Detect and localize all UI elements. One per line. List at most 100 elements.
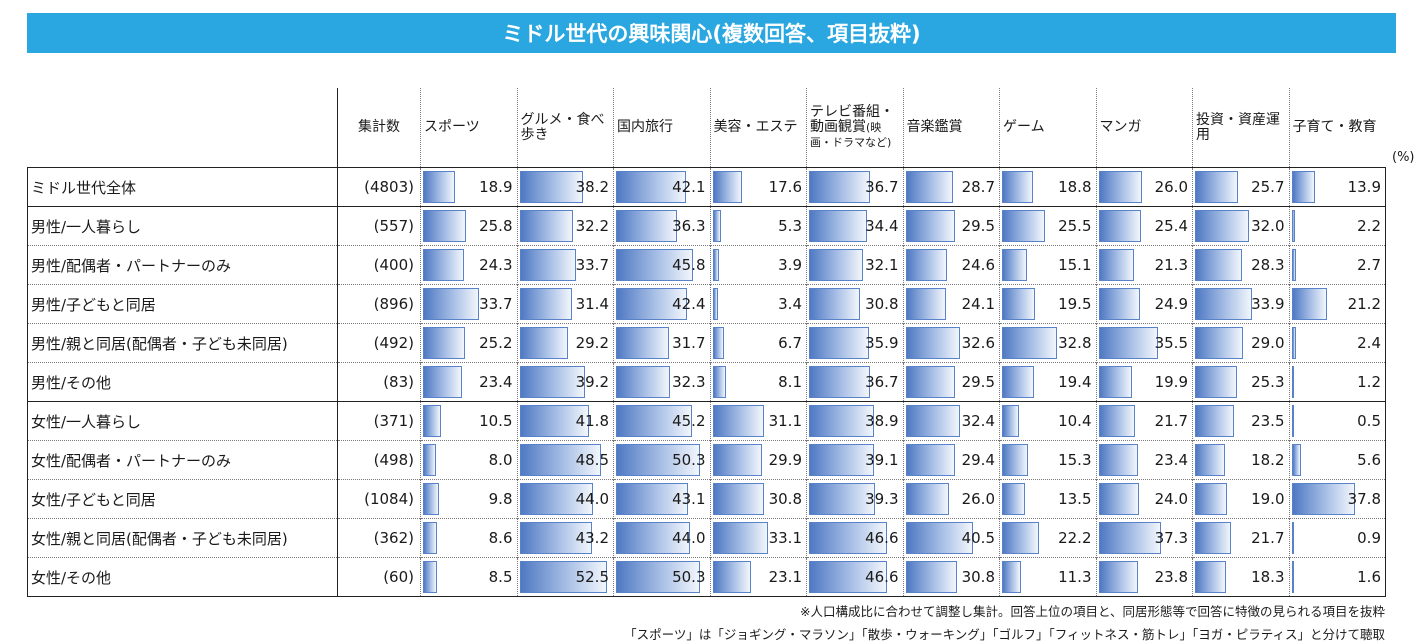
data-label: 35.5 <box>1154 334 1188 352</box>
data-label: 19.0 <box>1251 490 1285 508</box>
value-cell: 32.6 <box>902 323 1000 363</box>
value-cell: 39.2 <box>516 362 614 402</box>
bar-mark <box>1291 561 1295 593</box>
column-header: 投資・資産運用 <box>1192 88 1289 168</box>
value-cell: 32.4 <box>902 401 1000 441</box>
bar-mark <box>1002 288 1035 320</box>
data-label: 44.0 <box>575 490 609 508</box>
value-cell: 33.7 <box>420 284 517 324</box>
data-label: 40.5 <box>961 529 995 547</box>
bar-mark <box>905 522 974 554</box>
value-cell: 33.1 <box>709 518 807 558</box>
bar-mark <box>616 171 687 203</box>
data-label: 23.5 <box>1251 412 1285 430</box>
value-cell: 29.2 <box>516 323 614 363</box>
bar-mark <box>519 249 576 281</box>
value-cell: 38.9 <box>806 401 903 441</box>
data-label: 50.3 <box>672 451 706 469</box>
bar-mark <box>809 366 871 398</box>
data-label: 33.1 <box>768 529 802 547</box>
value-cell: 19.5 <box>999 284 1096 324</box>
value-cell: 30.8 <box>709 479 807 519</box>
bar-mark <box>1195 171 1238 203</box>
footnote-2: 「スポーツ」は「ジョギング・マラソン」「散歩・ウォーキング」「ゴルフ」「フィット… <box>624 627 1385 642</box>
data-label: 24.3 <box>479 256 513 274</box>
row-label: 男性/子どもと同居 <box>27 284 338 324</box>
sample-count: (492) <box>337 323 421 363</box>
data-label: 26.0 <box>961 490 995 508</box>
bar-mark <box>616 483 689 515</box>
bar-mark <box>1098 210 1141 242</box>
value-cell: 46.6 <box>806 518 903 558</box>
bar-mark <box>809 288 861 320</box>
value-cell: 31.1 <box>709 401 807 441</box>
data-label: 3.4 <box>778 295 802 313</box>
bar-mark <box>905 405 960 437</box>
data-label: 33.7 <box>479 295 513 313</box>
data-label: 18.3 <box>1251 568 1285 586</box>
value-cell: 29.9 <box>709 440 807 480</box>
data-label: 34.4 <box>865 217 899 235</box>
data-label: 24.9 <box>1154 295 1188 313</box>
data-label: 18.8 <box>1058 178 1092 196</box>
value-cell: 10.4 <box>999 401 1096 441</box>
data-label: 48.5 <box>575 451 609 469</box>
data-label: 8.1 <box>778 373 802 391</box>
bar-mark <box>423 327 466 359</box>
data-label: 32.0 <box>1251 217 1285 235</box>
value-cell: 45.2 <box>613 401 710 441</box>
bar-mark <box>905 561 957 593</box>
sample-count: (896) <box>337 284 421 324</box>
value-cell: 2.7 <box>1288 245 1386 285</box>
data-label: 1.2 <box>1357 373 1381 391</box>
bar-mark <box>1098 483 1139 515</box>
data-label: 8.6 <box>488 529 513 547</box>
bar-mark <box>1291 522 1294 554</box>
value-cell: 8.6 <box>420 518 517 558</box>
value-cell: 43.2 <box>516 518 614 558</box>
bar-mark <box>423 288 480 320</box>
table-body: ミドル世代全体 (4803) 18.9 38.2 42.1 17.6 36.7 28.7 18.… <box>27 167 1386 597</box>
value-cell: 37.3 <box>1095 518 1193 558</box>
bar-mark <box>1195 444 1226 476</box>
bar-mark <box>1098 327 1158 359</box>
data-label: 31.7 <box>672 334 706 352</box>
bar-mark <box>423 249 464 281</box>
value-cell: 6.7 <box>709 323 807 363</box>
value-cell: 24.6 <box>902 245 1000 285</box>
bar-mark <box>1291 327 1296 359</box>
bar-mark <box>519 522 592 554</box>
data-label: 29.5 <box>961 217 995 235</box>
bar-mark <box>1002 327 1057 359</box>
data-label: 32.4 <box>961 412 995 430</box>
data-label: 15.1 <box>1058 256 1092 274</box>
data-label: 1.6 <box>1357 568 1381 586</box>
bar-mark <box>712 288 719 320</box>
data-label: 29.4 <box>961 451 995 469</box>
data-label: 42.1 <box>672 178 706 196</box>
table-row: 女性/子どもと同居 (1084) 9.8 44.0 43.1 30.8 39.3 26.0 13… <box>27 479 1386 519</box>
value-cell: 48.5 <box>516 440 614 480</box>
value-cell: 34.4 <box>806 206 903 246</box>
value-cell: 50.3 <box>613 557 710 597</box>
value-cell: 19.4 <box>999 362 1096 402</box>
value-cell: 18.2 <box>1192 440 1289 480</box>
sample-count: (498) <box>337 440 421 480</box>
column-header-label: 美容・エステ <box>713 119 798 135</box>
column-header-label: 音楽鑑賞 <box>906 119 963 135</box>
value-cell: 15.3 <box>999 440 1096 480</box>
value-cell: 25.5 <box>999 206 1096 246</box>
data-label: 15.3 <box>1058 451 1092 469</box>
bar-mark <box>616 366 670 398</box>
bar-mark <box>1002 444 1028 476</box>
column-header: テレビ番組・動画観賞(映画・ドラマなど) <box>806 88 903 168</box>
data-label: 24.0 <box>1154 490 1188 508</box>
data-label: 19.9 <box>1154 373 1188 391</box>
bar-mark <box>1098 444 1138 476</box>
value-cell: 33.9 <box>1192 284 1289 324</box>
value-cell: 21.7 <box>1095 401 1193 441</box>
bar-mark <box>1002 483 1025 515</box>
bar-mark <box>519 171 584 203</box>
value-cell: 30.8 <box>806 284 903 324</box>
bar-mark <box>712 249 720 281</box>
